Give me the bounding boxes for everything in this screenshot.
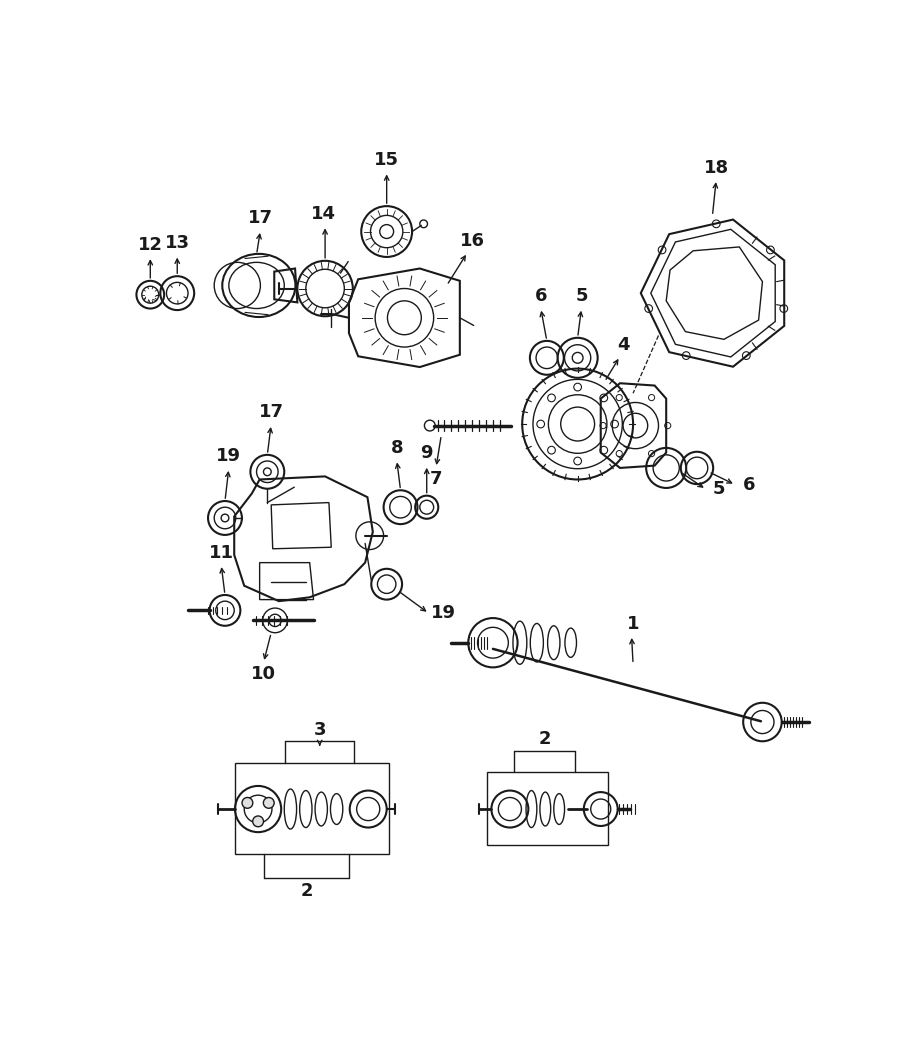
Text: 2: 2 <box>300 882 313 900</box>
Text: 17: 17 <box>258 403 284 422</box>
Text: 5: 5 <box>712 480 725 498</box>
Text: 19: 19 <box>431 604 456 622</box>
Text: 7: 7 <box>430 471 443 489</box>
Text: 19: 19 <box>217 448 241 466</box>
Text: 8: 8 <box>390 438 403 457</box>
Text: 14: 14 <box>311 205 336 222</box>
Circle shape <box>253 816 263 827</box>
Text: 9: 9 <box>421 445 433 462</box>
Text: 1: 1 <box>627 615 639 634</box>
Text: 6: 6 <box>534 287 547 305</box>
Bar <box>235 763 389 854</box>
Text: 15: 15 <box>375 151 399 169</box>
Text: 13: 13 <box>165 234 190 252</box>
Text: 10: 10 <box>251 665 276 683</box>
Text: 12: 12 <box>138 236 162 254</box>
Circle shape <box>242 798 253 808</box>
Text: 3: 3 <box>314 720 326 739</box>
Text: 4: 4 <box>618 336 630 354</box>
Circle shape <box>263 798 274 808</box>
Text: 16: 16 <box>460 232 484 250</box>
Text: 2: 2 <box>538 730 551 748</box>
Text: 11: 11 <box>209 544 234 562</box>
Text: 17: 17 <box>248 210 273 228</box>
Text: 5: 5 <box>575 287 588 305</box>
Bar <box>487 773 609 846</box>
Text: 6: 6 <box>743 476 756 494</box>
Text: 18: 18 <box>704 159 729 176</box>
